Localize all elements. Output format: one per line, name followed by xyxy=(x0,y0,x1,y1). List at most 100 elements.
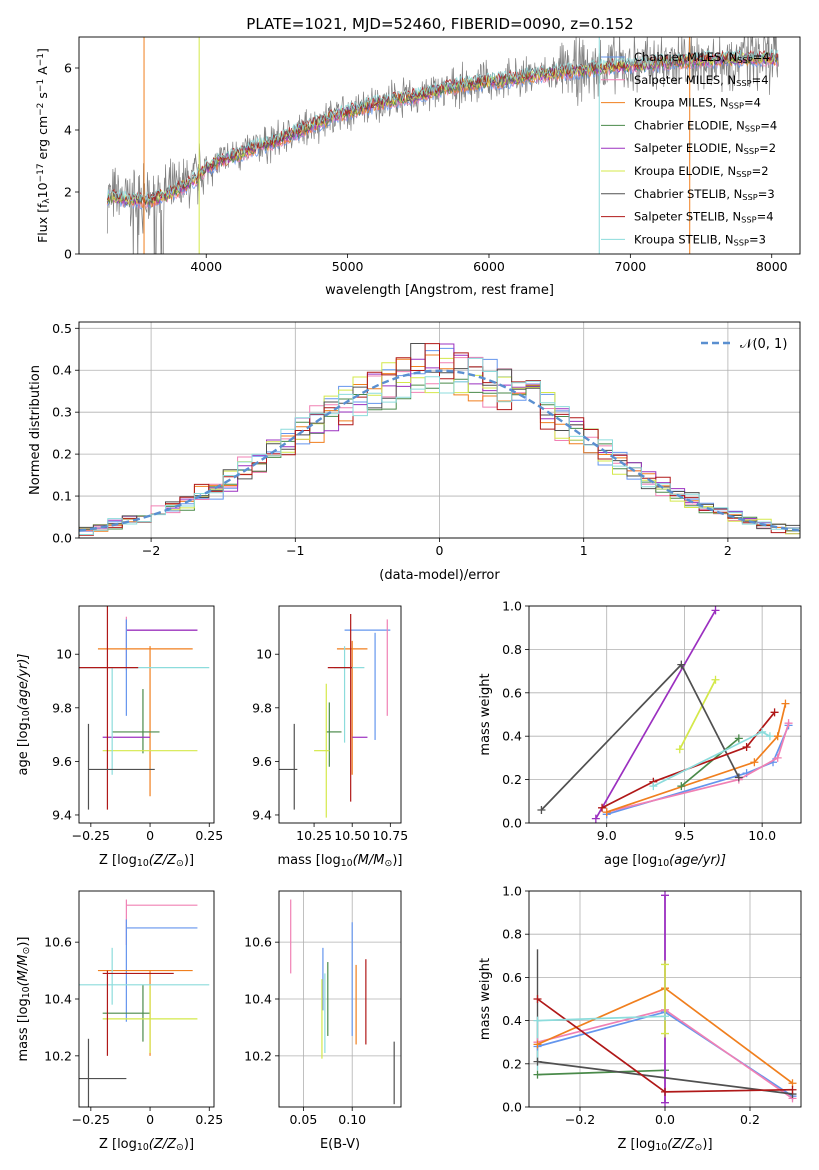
weight-marker xyxy=(533,1040,542,1049)
y-tick-label: 10.4 xyxy=(44,992,72,1007)
legend-label-part: =2 xyxy=(752,164,769,178)
y-axis-label: mass [log10(M/M⊙)] xyxy=(16,937,32,1062)
weight-marker xyxy=(773,732,782,741)
y-tick-label: 0.8 xyxy=(502,927,522,942)
y-axis-label-part: Flux [f xyxy=(35,203,50,243)
y-tick-label: 10.6 xyxy=(44,935,72,950)
weight-marker xyxy=(661,1012,669,1021)
error-bars xyxy=(79,606,210,810)
legend-label: Kroupa ELODIE, NSSP=2 xyxy=(634,164,769,179)
y-tick-label: 1.0 xyxy=(502,599,522,614)
x-tick-label: 5000 xyxy=(332,259,364,274)
y-tick-label: 9.6 xyxy=(52,754,72,769)
y-tick-label: 0.8 xyxy=(502,642,522,657)
weight-marker xyxy=(711,675,720,684)
y-tick-label: 10.2 xyxy=(244,1048,272,1063)
legend-label-part: SSP xyxy=(736,78,751,88)
x-tick-label: −1 xyxy=(286,543,304,558)
weight-marker xyxy=(758,727,767,736)
axes-frame xyxy=(278,605,402,824)
mass-weight-vs-age-panel: 9.0 9.5 10.0 0.0 0.2 0.4 0.6 0.8 1.0 age [log10(a… xyxy=(478,599,802,869)
x-axis-label-part: (M/M xyxy=(353,853,385,868)
x-tick-label: 0.10 xyxy=(338,1112,366,1127)
axes-frame xyxy=(78,605,215,824)
y-axis-label: mass weight xyxy=(478,673,493,755)
legend-label-part: Kroupa MILES, N xyxy=(634,96,729,110)
legend-label-part: =2 xyxy=(759,141,776,155)
x-axis-label: age [log10(age/yr)] xyxy=(604,853,726,869)
x-tick-label: 4000 xyxy=(190,259,222,274)
y-tick-label: 0.0 xyxy=(52,531,72,546)
weight-marker xyxy=(591,814,600,823)
x-axis-label-part: (age/yr)] xyxy=(669,853,726,868)
x-axis-label-part: (Z/Z xyxy=(149,853,177,868)
weight-series-line xyxy=(537,1015,666,1022)
x-tick-label: 0.2 xyxy=(740,1112,760,1127)
legend-label: Kroupa STELIB, NSSP=3 xyxy=(634,232,766,247)
axes-frame xyxy=(78,36,801,255)
axes-frame xyxy=(78,321,801,539)
weight-lines xyxy=(537,606,793,823)
y-tick-label: 9.4 xyxy=(52,807,72,822)
y-tick-label: 0.6 xyxy=(502,970,522,985)
weight-marker xyxy=(661,1087,669,1096)
x-axis-label-part: )] xyxy=(392,853,402,868)
x-axis-label-part: ⊙ xyxy=(176,1142,184,1153)
weight-marker xyxy=(661,1029,669,1038)
legend-label-part: =4 xyxy=(744,96,761,110)
legend-label-part: Salpeter STELIB, N xyxy=(634,210,741,224)
legend-label-part: =4 xyxy=(757,210,774,224)
weight-marker xyxy=(537,805,546,814)
x-axis-label: Z [log10(Z/Z⊙)] xyxy=(99,1137,194,1153)
x-axis-label-part: Z [log xyxy=(99,1137,137,1152)
x-tick-label: 9.0 xyxy=(597,828,617,843)
y-tick-label: 0.4 xyxy=(502,1013,522,1028)
y-tick-label: 0.4 xyxy=(502,729,522,744)
x-axis-label-part: )] xyxy=(702,1137,712,1152)
weight-marker xyxy=(773,753,782,762)
weight-marker xyxy=(765,732,774,741)
y-tick-label: 2 xyxy=(64,185,72,200)
legend-label: Salpeter ELODIE, NSSP=2 xyxy=(634,141,776,156)
x-tick-label: −0.25 xyxy=(72,828,110,843)
x-tick-label: 0 xyxy=(146,1112,154,1127)
y-tick-label: 9.8 xyxy=(252,700,272,715)
x-tick-label: −2 xyxy=(142,543,160,558)
weight-marker xyxy=(598,803,607,812)
x-tick-label: 10.50 xyxy=(334,828,370,843)
y-tick-label: 0.1 xyxy=(52,489,72,504)
normal-curve-line xyxy=(79,369,800,532)
weight-marker xyxy=(661,891,669,900)
weight-series-line xyxy=(680,737,740,787)
y-axis-label-part: 10 xyxy=(21,710,32,722)
y-tick-label: 0.0 xyxy=(502,816,522,831)
x-tick-label: 0.0 xyxy=(655,1112,675,1127)
weight-marker xyxy=(675,745,684,754)
x-axis-label: E(B-V) xyxy=(320,1137,360,1152)
spectrum-lines xyxy=(106,37,779,254)
weight-marker xyxy=(770,708,779,717)
legend-label-part: =4 xyxy=(752,73,769,87)
mass-vs-extinction-panel: 0.05 0.10 10.2 10.4 10.6 E(B-V) xyxy=(244,890,402,1152)
y-axis-label-part: s xyxy=(35,92,50,103)
x-axis-label-part: Z [log xyxy=(617,1137,655,1152)
weight-series-line xyxy=(595,609,717,820)
weight-marker xyxy=(734,734,743,743)
y-tick-label: 0.6 xyxy=(502,685,522,700)
y-tick-label: 0.2 xyxy=(502,772,522,787)
y-axis-label-part: ] xyxy=(35,48,50,53)
x-tick-label: 10.0 xyxy=(748,828,776,843)
mass-weight-vs-metallicity-panel: −0.2 0.0 0.2 0.0 0.2 0.4 0.6 0.8 1.0 Z [log10(Z/Z… xyxy=(478,884,802,1153)
weight-marker xyxy=(734,773,743,782)
legend-label-part: Chabrier MILES, N xyxy=(634,50,737,64)
weight-series-line xyxy=(679,679,717,750)
axes-frame xyxy=(528,890,802,1108)
weight-series-line xyxy=(606,722,790,813)
weight-marker xyxy=(533,1070,542,1079)
weight-marker xyxy=(533,995,542,1003)
legend-label-part: =4 xyxy=(753,50,770,64)
y-axis-label-part: −2 xyxy=(36,103,46,116)
legend-label: Salpeter MILES, NSSP=4 xyxy=(634,73,769,88)
